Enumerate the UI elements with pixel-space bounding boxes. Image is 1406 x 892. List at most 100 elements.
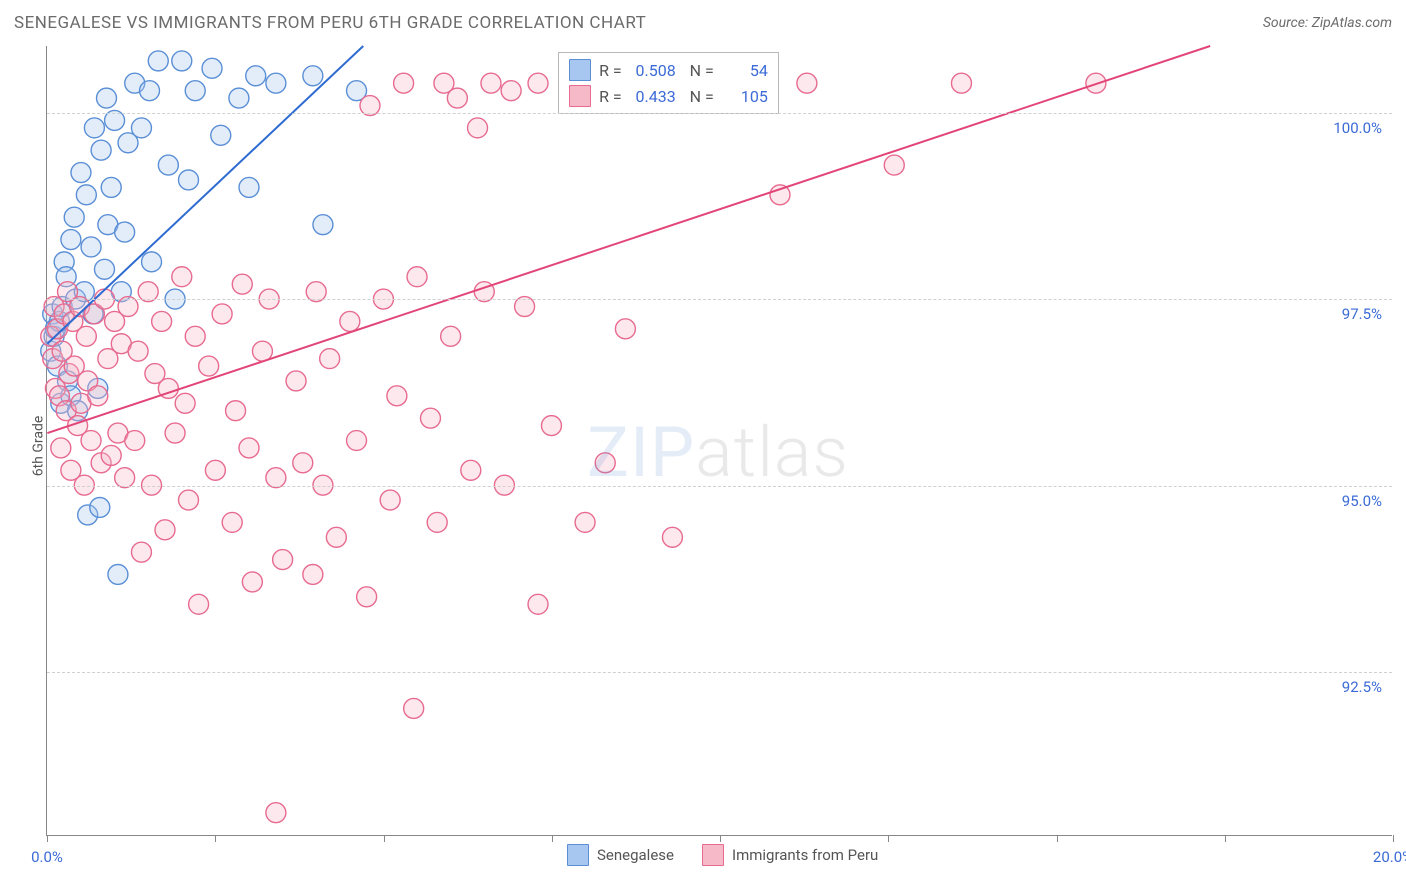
scatter-point <box>179 170 199 190</box>
scatter-point <box>239 438 259 458</box>
scatter-point <box>142 252 162 272</box>
scatter-point <box>115 222 135 242</box>
gridline <box>47 486 1392 487</box>
scatter-point <box>286 371 306 391</box>
y-axis-label: 6th Grade <box>30 416 46 477</box>
scatter-point <box>140 81 160 101</box>
scatter-point <box>293 453 313 473</box>
scatter-point <box>131 118 151 138</box>
scatter-point <box>189 594 209 614</box>
scatter-point <box>91 140 111 160</box>
scatter-point <box>441 326 461 346</box>
x-tick-label: 20.0% <box>1373 848 1406 866</box>
scatter-point <box>211 125 231 145</box>
x-tick <box>47 835 48 842</box>
x-tick-label: 0.0% <box>31 848 63 866</box>
scatter-point <box>951 73 971 93</box>
legend-row: R =0.508 N =54 <box>569 57 768 83</box>
scatter-point <box>131 542 151 562</box>
scatter-point <box>662 527 682 547</box>
chart-svg <box>47 46 1392 835</box>
scatter-point <box>481 73 501 93</box>
x-tick <box>1225 835 1226 842</box>
scatter-point <box>447 88 467 108</box>
scatter-point <box>313 215 333 235</box>
scatter-point <box>615 319 635 339</box>
legend-n-label: N = <box>682 61 714 80</box>
scatter-point <box>326 527 346 547</box>
scatter-point <box>199 356 219 376</box>
scatter-point <box>155 520 175 540</box>
scatter-point <box>347 431 367 451</box>
legend-r-value: 0.433 <box>628 87 676 106</box>
scatter-point <box>528 594 548 614</box>
scatter-point <box>797 73 817 93</box>
scatter-point <box>229 88 249 108</box>
scatter-point <box>81 237 101 257</box>
scatter-point <box>461 460 481 480</box>
x-tick <box>720 835 721 842</box>
scatter-point <box>81 431 101 451</box>
y-tick-label: 100.0% <box>1333 119 1382 137</box>
legend-r-label: R = <box>599 87 622 106</box>
legend-swatch <box>569 85 591 107</box>
scatter-point <box>320 349 340 369</box>
scatter-point <box>357 587 377 607</box>
scatter-point <box>128 341 148 361</box>
scatter-point <box>387 386 407 406</box>
scatter-point <box>88 386 108 406</box>
legend-n-value: 54 <box>720 61 768 80</box>
scatter-point <box>101 445 121 465</box>
scatter-point <box>884 155 904 175</box>
x-tick <box>384 835 385 842</box>
scatter-point <box>71 163 91 183</box>
x-tick <box>1393 835 1394 842</box>
x-tick <box>215 835 216 842</box>
scatter-point <box>575 512 595 532</box>
legend-r-label: R = <box>599 61 622 80</box>
scatter-point <box>266 803 286 823</box>
scatter-point <box>101 177 121 197</box>
series-legend-item: Senegalese <box>567 844 674 866</box>
series-legend-item: Immigrants from Peru <box>702 844 878 866</box>
scatter-point <box>266 73 286 93</box>
legend-row: R =0.433 N =105 <box>569 83 768 109</box>
scatter-point <box>420 408 440 428</box>
scatter-point <box>179 490 199 510</box>
scatter-point <box>158 155 178 175</box>
scatter-point <box>468 118 488 138</box>
scatter-point <box>273 550 293 570</box>
scatter-point <box>266 468 286 488</box>
scatter-point <box>175 393 195 413</box>
chart-title: SENEGALESE VS IMMIGRANTS FROM PERU 6TH G… <box>14 13 646 33</box>
scatter-point <box>541 416 561 436</box>
series-name: Immigrants from Peru <box>732 846 878 864</box>
y-tick-label: 95.0% <box>1342 492 1382 510</box>
scatter-point <box>51 438 71 458</box>
scatter-point <box>76 326 96 346</box>
scatter-point <box>212 304 232 324</box>
scatter-point <box>61 230 81 250</box>
scatter-point <box>172 267 192 287</box>
legend-swatch <box>569 59 591 81</box>
scatter-point <box>222 512 242 532</box>
scatter-point <box>340 311 360 331</box>
x-tick <box>552 835 553 842</box>
scatter-point <box>380 490 400 510</box>
scatter-point <box>108 564 128 584</box>
scatter-point <box>90 498 110 518</box>
scatter-point <box>205 460 225 480</box>
scatter-point <box>501 81 521 101</box>
y-tick-label: 92.5% <box>1342 678 1382 696</box>
scatter-point <box>148 51 168 71</box>
legend-swatch <box>702 844 724 866</box>
scatter-point <box>152 311 172 331</box>
gridline <box>47 113 1392 114</box>
scatter-point <box>407 267 427 287</box>
scatter-point <box>84 118 104 138</box>
y-tick-label: 97.5% <box>1342 305 1382 323</box>
scatter-point <box>303 564 323 584</box>
series-legend: Senegalese Immigrants from Peru <box>567 844 878 866</box>
scatter-point <box>239 177 259 197</box>
scatter-point <box>172 51 192 71</box>
